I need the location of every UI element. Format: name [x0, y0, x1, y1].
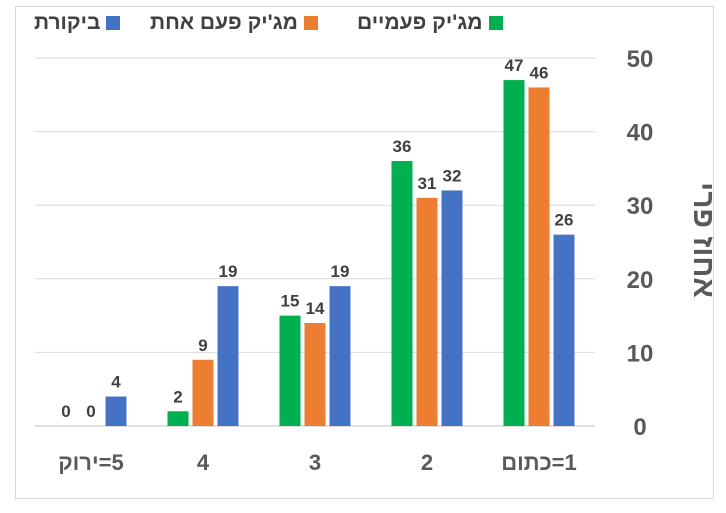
y-axis-title: אחוז פרי [687, 182, 720, 298]
bar [192, 359, 214, 426]
legend-swatch-control [106, 16, 121, 30]
bar [105, 396, 127, 426]
data-label: 32 [443, 166, 462, 185]
category-label: 1=כתום [501, 450, 577, 475]
legend-label-control: ביקורת [34, 11, 101, 34]
bars [105, 80, 575, 427]
y-axis-ticks: 0 10 20 30 40 50 [627, 46, 654, 441]
legend-label-magic-twice: מג'יק פעמיים [357, 11, 483, 34]
data-label: 4 [111, 373, 121, 392]
data-label: 47 [505, 56, 524, 75]
category-label: 4 [197, 450, 210, 475]
category-label: 2 [421, 450, 433, 475]
bar [528, 87, 550, 426]
data-label: 0 [61, 402, 70, 421]
bar [503, 80, 525, 426]
legend-swatch-magic-twice [488, 16, 503, 30]
bar [391, 161, 413, 427]
data-label: 15 [281, 292, 300, 311]
bar [304, 322, 326, 426]
y-tick-label: 50 [627, 46, 654, 73]
category-label: 5=ירוק [58, 450, 123, 475]
data-label: 9 [198, 336, 207, 355]
y-tick-label: 30 [627, 193, 654, 220]
data-label: 46 [530, 63, 549, 82]
bar [553, 234, 575, 426]
legend-label-magic-once: מג'יק פעם אחת [150, 11, 298, 34]
legend-item-magic-twice: מג'יק פעמיים [357, 11, 503, 34]
legend-item-magic-once: מג'יק פעם אחת [150, 11, 318, 34]
bar [416, 197, 438, 426]
y-tick-label: 0 [633, 414, 646, 441]
data-label: 2 [173, 387, 182, 406]
data-label: 14 [306, 299, 325, 318]
y-tick-label: 20 [627, 267, 654, 294]
bar [441, 190, 463, 426]
legend-item-control: ביקורת [34, 11, 121, 34]
legend-swatch-magic-once [303, 16, 318, 30]
y-tick-label: 10 [627, 340, 654, 367]
data-label: 19 [331, 262, 350, 281]
bar [279, 315, 301, 426]
x-axis-categories: 1=כתום 2 3 4 5=ירוק [58, 450, 576, 475]
data-label: 31 [418, 174, 437, 193]
data-label: 0 [86, 402, 95, 421]
data-label: 36 [393, 137, 412, 156]
y-tick-label: 40 [627, 120, 654, 147]
bar [329, 286, 351, 426]
data-label: 26 [555, 211, 574, 230]
category-label: 3 [309, 450, 321, 475]
bar [217, 286, 239, 426]
chart-frame [15, 6, 714, 499]
data-label: 19 [219, 262, 238, 281]
bar [167, 411, 189, 426]
legend: ביקורת מג'יק פעם אחת מג'יק פעמיים [0, 0, 726, 40]
